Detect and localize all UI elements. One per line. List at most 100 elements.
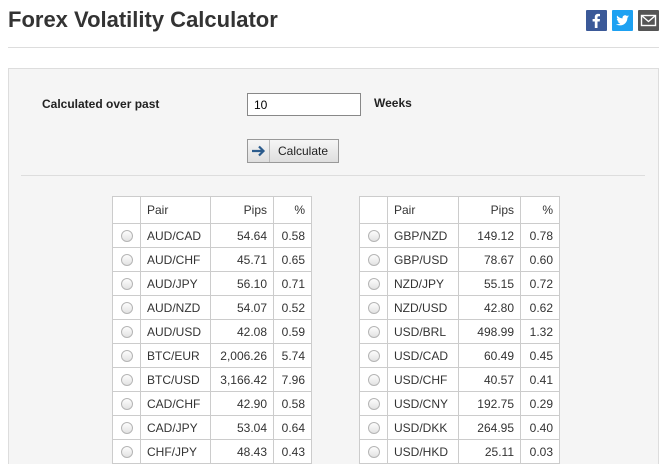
table-header-row: Pair Pips % [359, 196, 560, 224]
pips-cell: 42.08 [210, 319, 274, 344]
pair-radio[interactable] [359, 415, 388, 440]
radio-button-icon[interactable] [120, 254, 133, 267]
pair-radio[interactable] [112, 295, 141, 320]
email-icon[interactable] [638, 10, 659, 31]
radio-button-icon[interactable] [367, 422, 380, 435]
pair-cell: CAD/CHF [140, 391, 211, 416]
table-row: GBP/NZD 149.12 0.78 [359, 223, 560, 248]
pips-cell: 78.67 [458, 247, 521, 272]
pct-cell: 0.43 [273, 439, 312, 464]
table-row: AUD/JPY 56.10 0.71 [112, 271, 312, 296]
table-row: USD/HKD 25.11 0.03 [359, 439, 560, 464]
pair-radio[interactable] [359, 271, 388, 296]
pips-cell: 42.90 [210, 391, 274, 416]
pair-radio[interactable] [112, 223, 141, 248]
pips-cell: 60.49 [458, 343, 521, 368]
radio-button-icon[interactable] [120, 398, 133, 411]
header-select [359, 196, 388, 224]
pct-cell: 0.40 [520, 415, 560, 440]
radio-button-icon[interactable] [120, 446, 133, 459]
pct-cell: 0.45 [520, 343, 560, 368]
table-row: BTC/USD 3,166.42 7.96 [112, 367, 312, 392]
radio-button-icon[interactable] [120, 422, 133, 435]
pct-cell: 0.60 [520, 247, 560, 272]
radio-button-icon[interactable] [367, 446, 380, 459]
pair-cell: USD/HKD [387, 439, 459, 464]
pair-radio[interactable] [112, 319, 141, 344]
pct-cell: 1.32 [520, 319, 560, 344]
header-pct: % [520, 196, 560, 224]
header-pips: Pips [210, 196, 274, 224]
table-row: USD/DKK 264.95 0.40 [359, 415, 560, 440]
pips-cell: 498.99 [458, 319, 521, 344]
pair-cell: NZD/JPY [387, 271, 459, 296]
pips-cell: 25.11 [458, 439, 521, 464]
pair-cell: AUD/CHF [140, 247, 211, 272]
pair-radio[interactable] [112, 343, 141, 368]
pair-cell: AUD/NZD [140, 295, 211, 320]
pair-cell: GBP/USD [387, 247, 459, 272]
pair-radio[interactable] [359, 295, 388, 320]
radio-button-icon[interactable] [120, 326, 133, 339]
table-row: NZD/JPY 55.15 0.72 [359, 271, 560, 296]
radio-button-icon[interactable] [367, 254, 380, 267]
table-row: NZD/USD 42.80 0.62 [359, 295, 560, 320]
twitter-icon[interactable] [612, 10, 633, 31]
table-row: AUD/CAD 54.64 0.58 [112, 223, 312, 248]
table-row: CAD/JPY 53.04 0.64 [112, 415, 312, 440]
table-row: USD/CNY 192.75 0.29 [359, 391, 560, 416]
pct-cell: 5.74 [273, 343, 312, 368]
weeks-input[interactable] [247, 93, 361, 116]
pair-radio[interactable] [359, 439, 388, 464]
pair-radio[interactable] [359, 223, 388, 248]
calculate-button[interactable]: Calculate [247, 139, 339, 163]
table-row: USD/BRL 498.99 1.32 [359, 319, 560, 344]
pair-radio[interactable] [359, 391, 388, 416]
pair-radio[interactable] [359, 247, 388, 272]
pair-radio[interactable] [112, 439, 141, 464]
pair-cell: AUD/CAD [140, 223, 211, 248]
pair-radio[interactable] [112, 247, 141, 272]
radio-button-icon[interactable] [367, 278, 380, 291]
arrow-right-icon [248, 140, 270, 162]
pips-cell: 48.43 [210, 439, 274, 464]
header-select [112, 196, 141, 224]
pair-radio[interactable] [112, 391, 141, 416]
pair-radio[interactable] [112, 367, 141, 392]
pair-cell: BTC/USD [140, 367, 211, 392]
pair-radio[interactable] [359, 319, 388, 344]
pair-radio[interactable] [359, 343, 388, 368]
radio-button-icon[interactable] [120, 350, 133, 363]
pct-cell: 0.03 [520, 439, 560, 464]
radio-button-icon[interactable] [367, 326, 380, 339]
table-header-row: Pair Pips % [112, 196, 312, 224]
pair-radio[interactable] [112, 415, 141, 440]
radio-button-icon[interactable] [120, 230, 133, 243]
pips-cell: 3,166.42 [210, 367, 274, 392]
radio-button-icon[interactable] [367, 398, 380, 411]
pair-cell: GBP/NZD [387, 223, 459, 248]
radio-button-icon[interactable] [120, 374, 133, 387]
pips-cell: 2,006.26 [210, 343, 274, 368]
table-row: GBP/USD 78.67 0.60 [359, 247, 560, 272]
facebook-icon[interactable] [586, 10, 607, 31]
pair-cell: CAD/JPY [140, 415, 211, 440]
table-row: CHF/JPY 48.43 0.43 [112, 439, 312, 464]
pair-cell: NZD/USD [387, 295, 459, 320]
header-divider [8, 47, 659, 48]
pair-radio[interactable] [112, 271, 141, 296]
form-divider [21, 175, 645, 176]
radio-button-icon[interactable] [367, 350, 380, 363]
pair-radio[interactable] [359, 367, 388, 392]
pips-cell: 40.57 [458, 367, 521, 392]
radio-button-icon[interactable] [367, 230, 380, 243]
radio-button-icon[interactable] [120, 278, 133, 291]
calculator-panel [8, 68, 659, 464]
pair-cell: USD/CNY [387, 391, 459, 416]
header-pair: Pair [387, 196, 459, 224]
radio-button-icon[interactable] [367, 302, 380, 315]
table-row: AUD/CHF 45.71 0.65 [112, 247, 312, 272]
pips-cell: 56.10 [210, 271, 274, 296]
radio-button-icon[interactable] [120, 302, 133, 315]
radio-button-icon[interactable] [367, 374, 380, 387]
